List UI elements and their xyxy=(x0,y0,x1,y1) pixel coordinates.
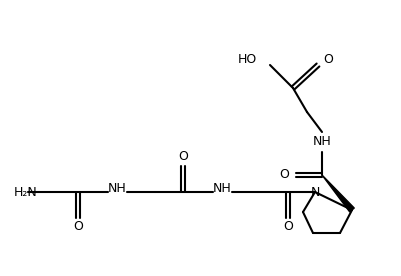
Text: NH: NH xyxy=(212,182,231,195)
Text: O: O xyxy=(322,54,332,67)
Text: O: O xyxy=(278,169,288,182)
Text: O: O xyxy=(282,221,292,233)
Text: NH: NH xyxy=(312,136,330,148)
Text: N: N xyxy=(310,185,319,198)
Text: HO: HO xyxy=(237,54,256,67)
Text: O: O xyxy=(178,150,188,163)
Polygon shape xyxy=(321,175,353,212)
Text: NH: NH xyxy=(107,182,126,195)
Text: H₂N: H₂N xyxy=(14,185,38,198)
Text: O: O xyxy=(73,221,83,233)
